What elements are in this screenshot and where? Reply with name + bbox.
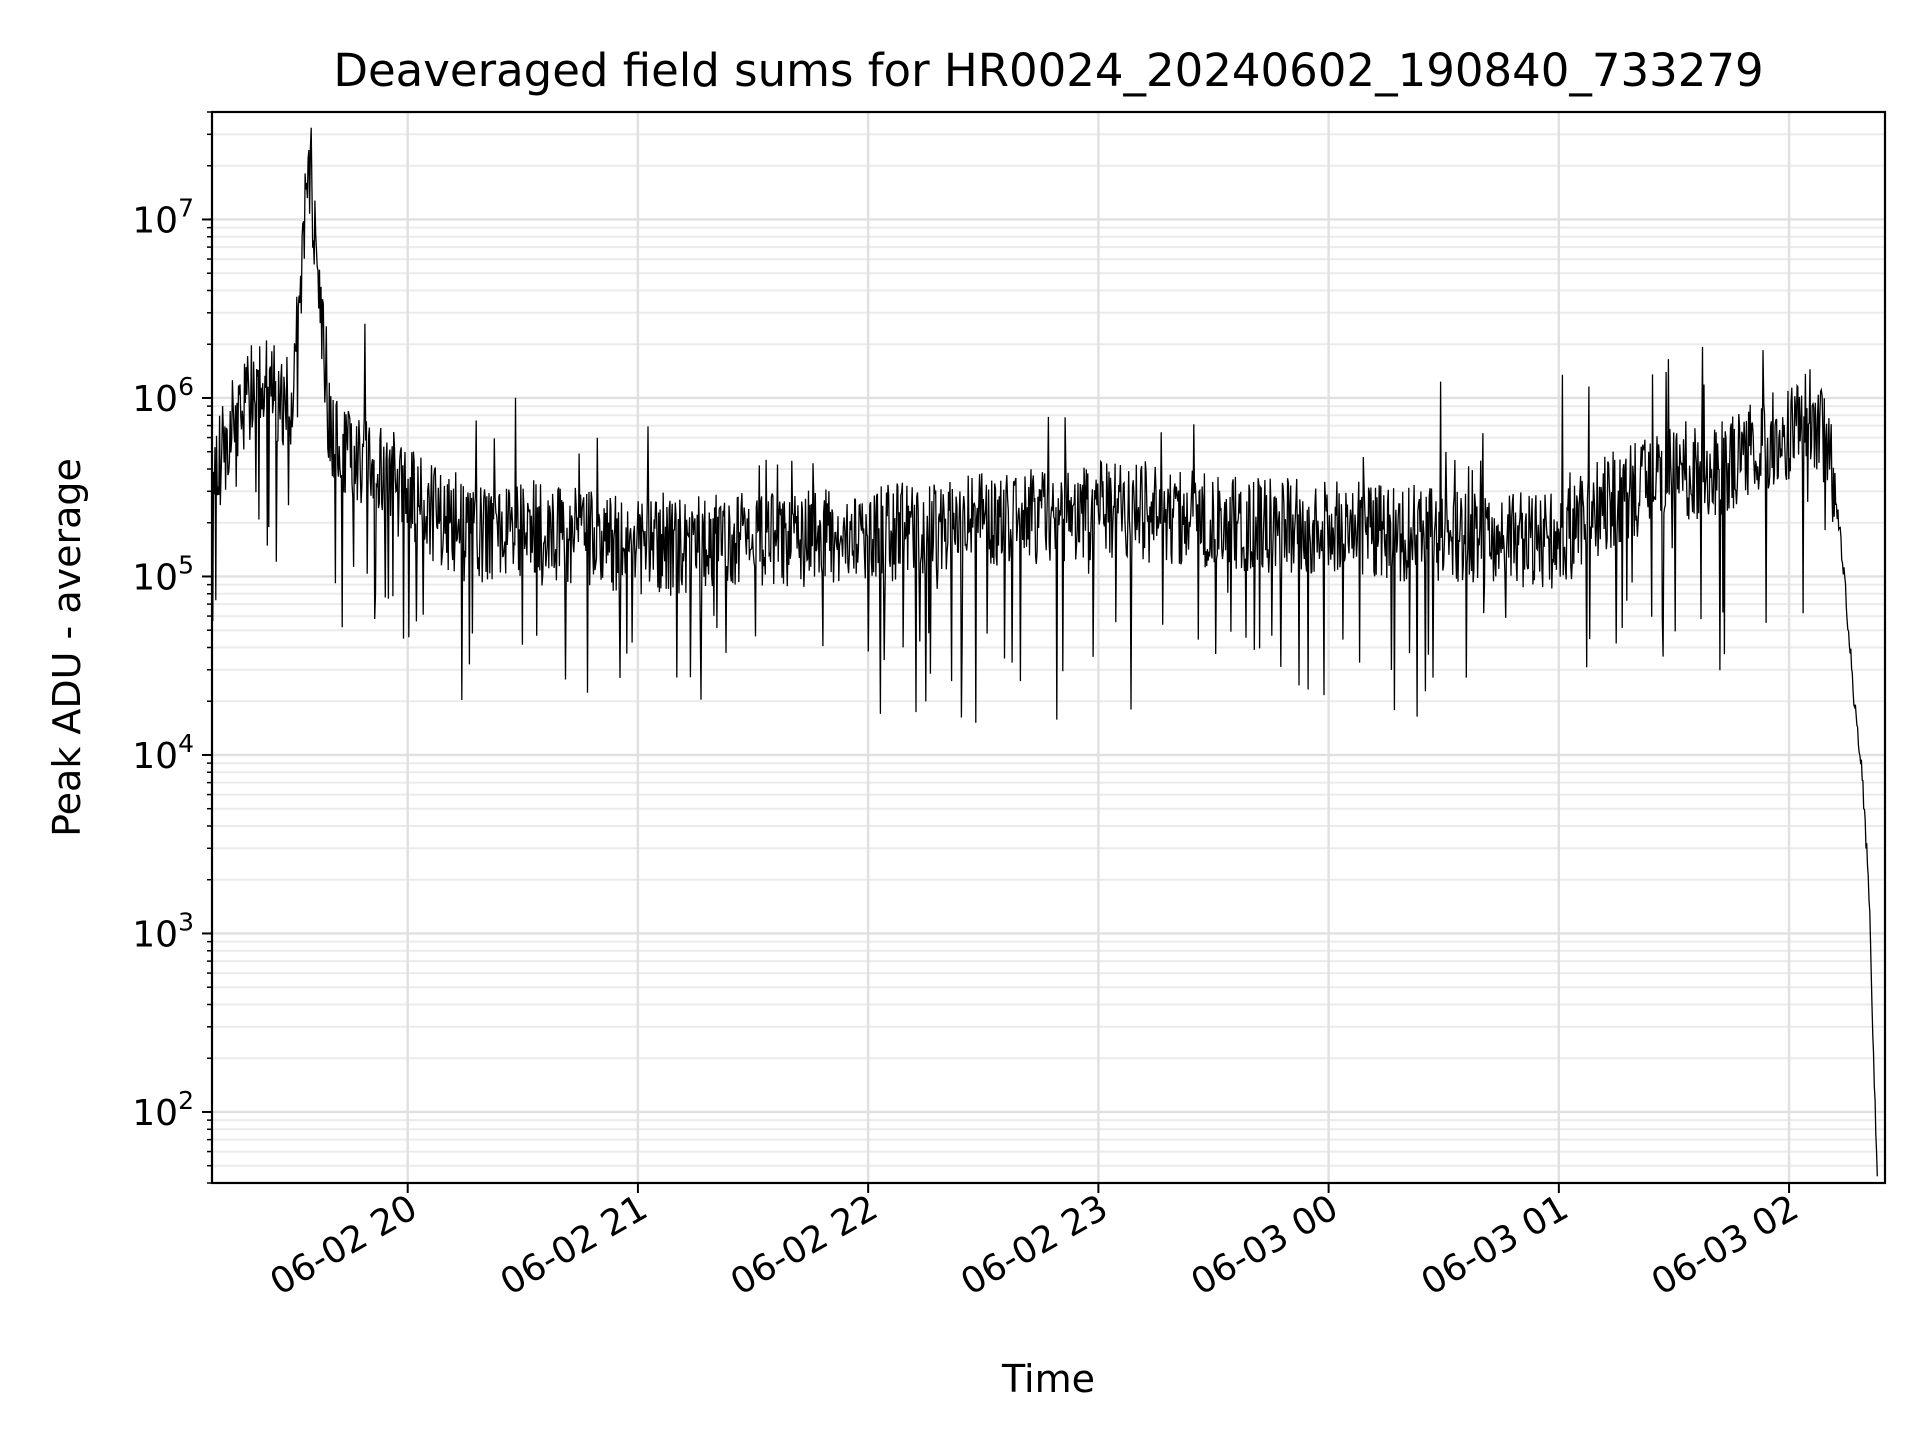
x-tick-label: 06-02 23 [954,1187,1115,1303]
series-layer [211,127,1878,1177]
y-tick-label: 102 [132,1086,194,1134]
x-tick-label: 06-03 02 [1645,1187,1806,1303]
y-tick-label: 104 [132,729,194,777]
chart-title: Deaveraged field sums for HR0024_2024060… [333,44,1763,97]
y-tick-label: 105 [132,550,194,598]
x-axis-label: Time [1001,1357,1095,1401]
x-tick-label: 06-03 00 [1184,1187,1345,1303]
y-tick-label: 107 [132,193,194,241]
series-line [211,127,1878,1177]
x-tick-label: 06-03 01 [1415,1187,1576,1303]
y-tick-label: 103 [132,907,194,955]
y-tick-label: 106 [132,372,194,420]
x-tick-label: 06-02 20 [264,1187,425,1303]
y-axis-label: Peak ADU - average [45,458,89,837]
x-tick-label: 06-02 22 [724,1187,885,1303]
grid [212,111,1885,1184]
x-tick-label: 06-02 21 [494,1187,655,1303]
